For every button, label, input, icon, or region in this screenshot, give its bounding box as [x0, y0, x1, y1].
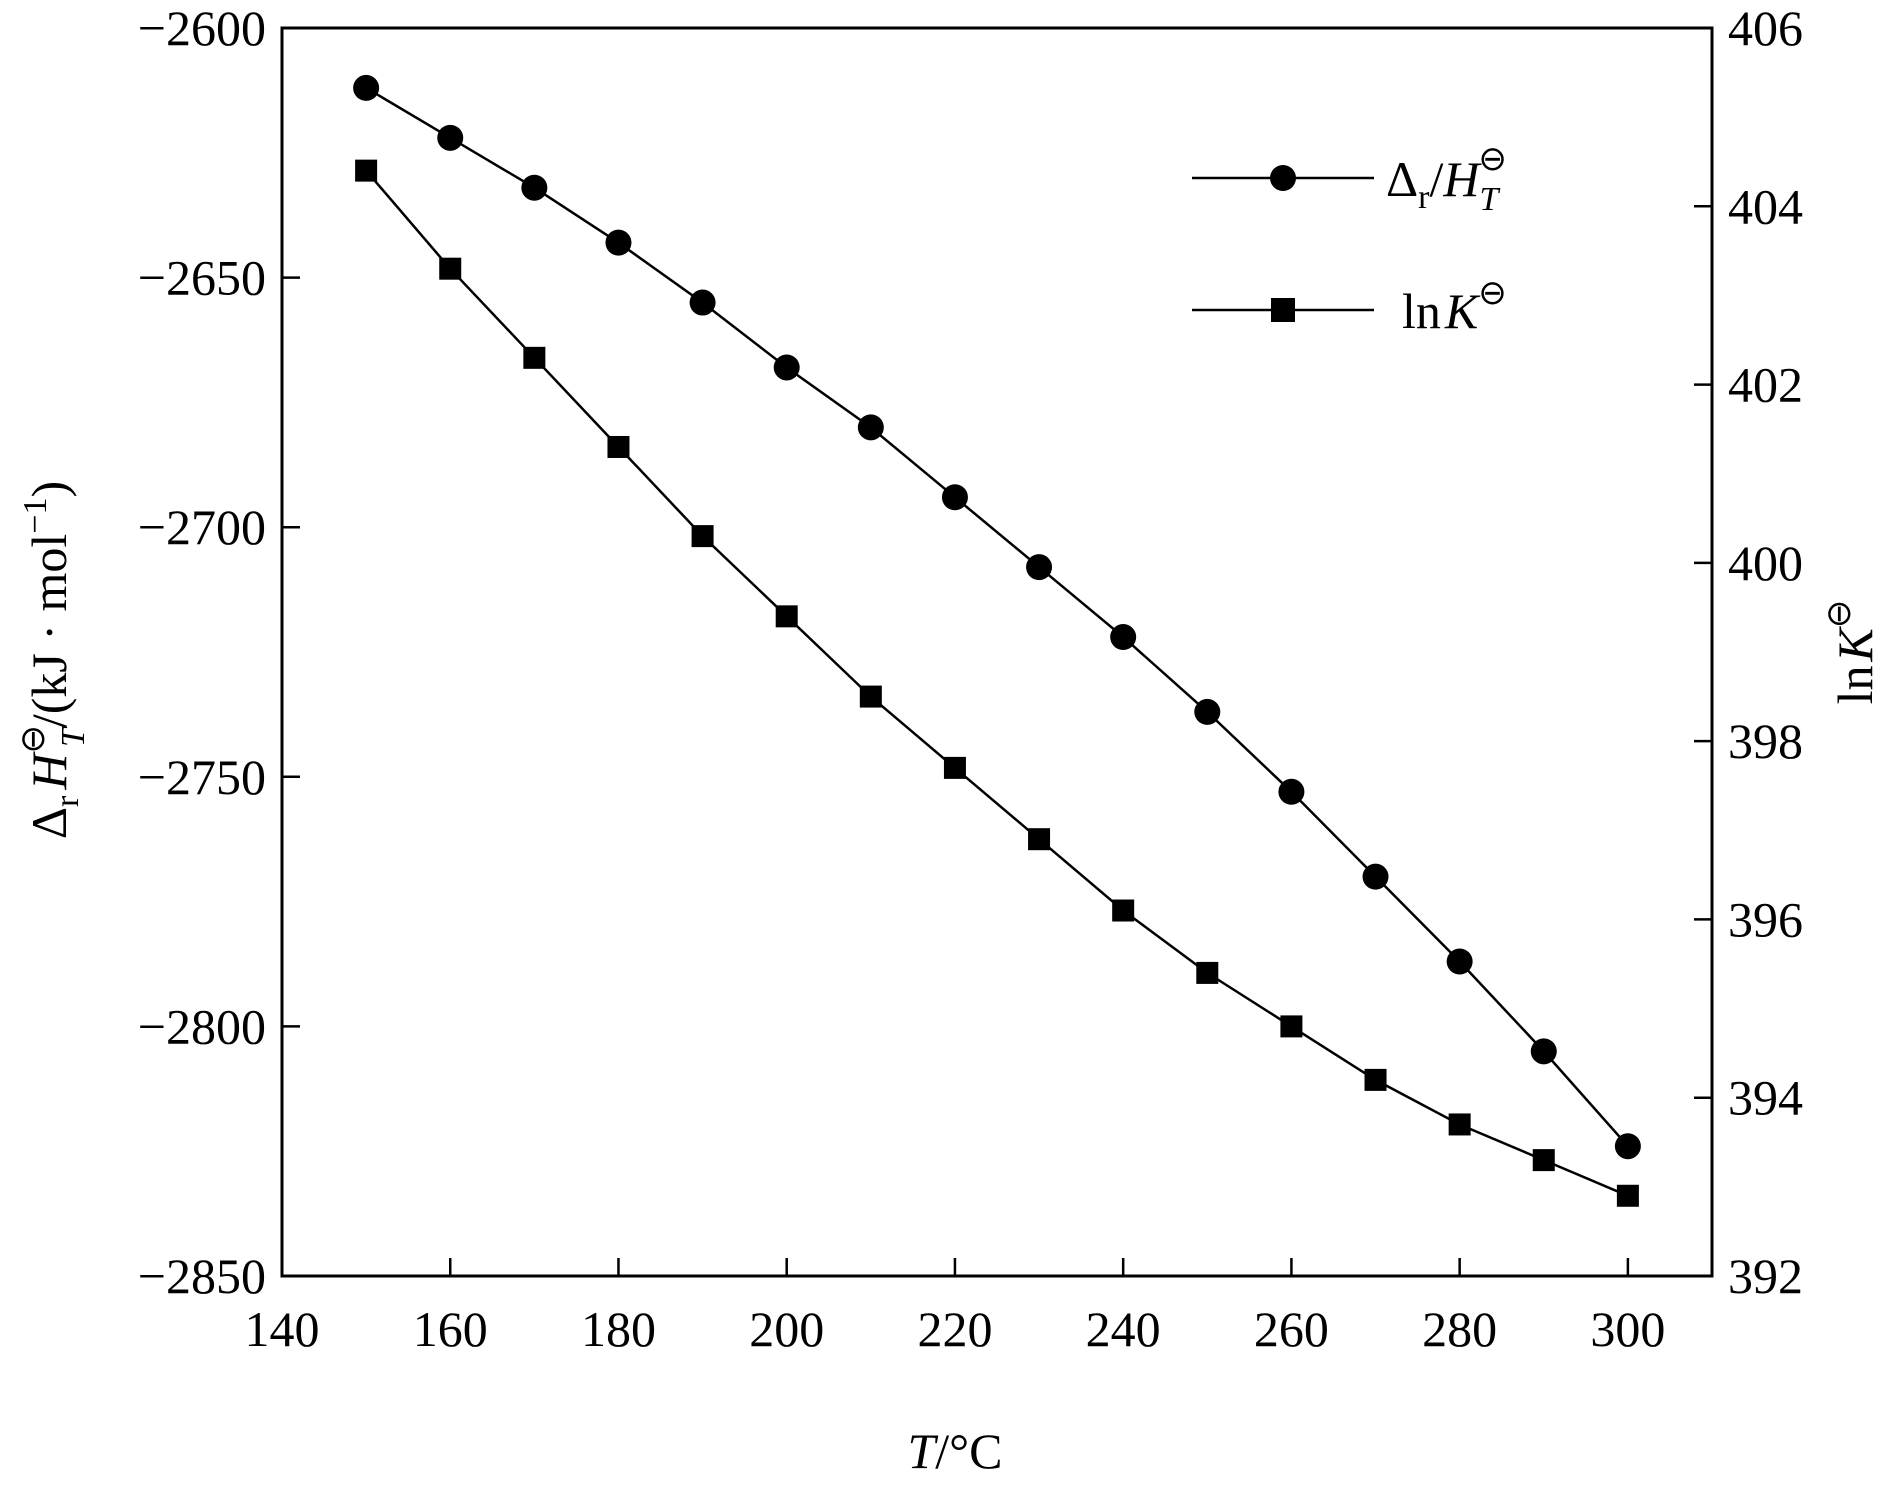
- data-point-lnK: [775, 605, 798, 628]
- data-point-dH: [1194, 698, 1221, 725]
- legend-entry-dH: Δr/HT⊖: [1192, 141, 1507, 218]
- left-y-tick-label: −2600: [138, 0, 266, 56]
- data-point-dH: [773, 354, 800, 381]
- legend-label-dH: Δr/HT⊖: [1386, 141, 1507, 218]
- data-point-lnK: [1616, 1184, 1639, 1207]
- data-point-dH: [605, 229, 632, 256]
- data-point-lnK: [1112, 899, 1135, 922]
- left-y-tick-label: −2750: [138, 749, 266, 805]
- series-line-lnK: [365, 169, 1629, 1197]
- x-tick-label: 180: [581, 1301, 656, 1357]
- data-point-lnK: [1364, 1068, 1387, 1091]
- x-tick-label: 160: [413, 1301, 488, 1357]
- x-tick-label: 300: [1590, 1301, 1665, 1357]
- data-point-dH: [1614, 1133, 1641, 1160]
- data-point-lnK: [943, 756, 966, 779]
- legend-label-lnK: lnK⊖: [1402, 275, 1507, 339]
- series-layer: [353, 74, 1641, 1207]
- left-y-tick-label: −2800: [138, 998, 266, 1054]
- x-tick-label: 200: [749, 1301, 824, 1357]
- data-point-dH: [857, 414, 884, 441]
- data-point-dH: [1278, 778, 1305, 805]
- data-point-dH: [1530, 1038, 1557, 1065]
- x-tick-label: 140: [245, 1301, 320, 1357]
- data-point-dH: [1362, 863, 1389, 890]
- right-y-tick-label: 406: [1728, 0, 1803, 56]
- left-y-tick-label: −2700: [138, 499, 266, 555]
- data-point-lnK: [859, 685, 882, 708]
- data-point-lnK: [1448, 1113, 1471, 1136]
- right-y-axis: 392 394 396 398 400 402 404 406: [1694, 0, 1803, 1304]
- data-point-lnK: [1196, 961, 1219, 984]
- data-point-lnK: [607, 435, 630, 458]
- data-point-dH: [941, 484, 968, 511]
- right-y-tick-label: 392: [1728, 1248, 1803, 1304]
- data-point-lnK: [439, 257, 462, 280]
- data-point-dH: [689, 289, 716, 316]
- left-y-tick-label: −2850: [138, 1248, 266, 1304]
- plot-frame: [280, 26, 1714, 1278]
- series-line-dH: [365, 86, 1629, 1148]
- right-y-tick-label: 402: [1728, 357, 1803, 413]
- right-y-axis-title: lnK⊖: [1821, 600, 1883, 705]
- legend-entry-lnK: lnK⊖: [1192, 275, 1507, 339]
- data-point-dH: [1446, 948, 1473, 975]
- right-y-tick-label: 394: [1728, 1070, 1803, 1126]
- legend-marker-lnK: [1271, 298, 1295, 322]
- data-point-lnK: [1532, 1149, 1555, 1172]
- data-point-dH: [353, 74, 380, 101]
- data-point-lnK: [355, 159, 378, 182]
- data-point-lnK: [1280, 1015, 1303, 1038]
- x-tick-label: 220: [917, 1301, 992, 1357]
- data-point-dH: [437, 124, 464, 151]
- data-point-dH: [1026, 554, 1053, 581]
- right-y-tick-label: 398: [1728, 713, 1803, 769]
- data-point-lnK: [691, 525, 714, 548]
- right-y-tick-label: 400: [1728, 535, 1803, 591]
- x-axis-title: T/°C: [907, 1423, 1002, 1479]
- x-tick-label: 240: [1086, 1301, 1161, 1357]
- data-point-dH: [1110, 624, 1137, 651]
- x-tick-label: 280: [1422, 1301, 1497, 1357]
- right-y-tick-label: 396: [1728, 891, 1803, 947]
- left-y-axis: −2600 −2650 −2700 −2750 −2800 −2850: [138, 0, 300, 1304]
- left-y-axis-title: ΔrH⊖T/(kJ · mol−1): [15, 481, 92, 839]
- right-y-tick-label: 404: [1728, 178, 1803, 234]
- data-point-dH: [521, 174, 548, 201]
- left-y-tick-label: −2650: [138, 250, 266, 306]
- legend: Δr/HT⊖ lnK⊖: [1192, 141, 1507, 339]
- legend-marker-dH: [1270, 165, 1296, 191]
- data-point-lnK: [523, 346, 546, 369]
- x-axis: 140 160 180 200 220 240 260 280 300: [245, 1258, 1665, 1357]
- x-tick-label: 260: [1254, 1301, 1329, 1357]
- data-point-lnK: [1028, 828, 1051, 851]
